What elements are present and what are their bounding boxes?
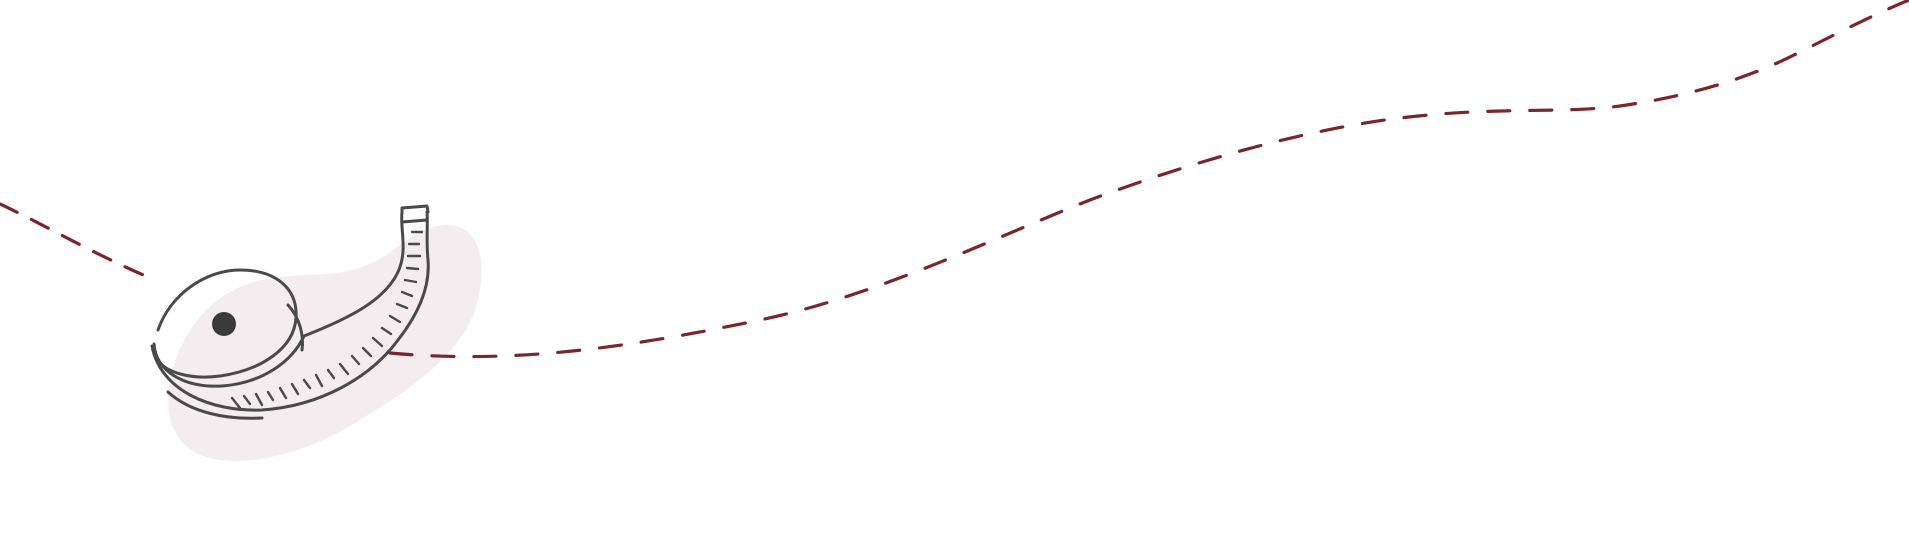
tape-measure-icon (150, 204, 430, 420)
tape-hub-dot (212, 312, 236, 336)
stitch-line-main (388, 0, 1909, 359)
stitch-line-left (0, 202, 157, 282)
background-blob (168, 224, 482, 461)
